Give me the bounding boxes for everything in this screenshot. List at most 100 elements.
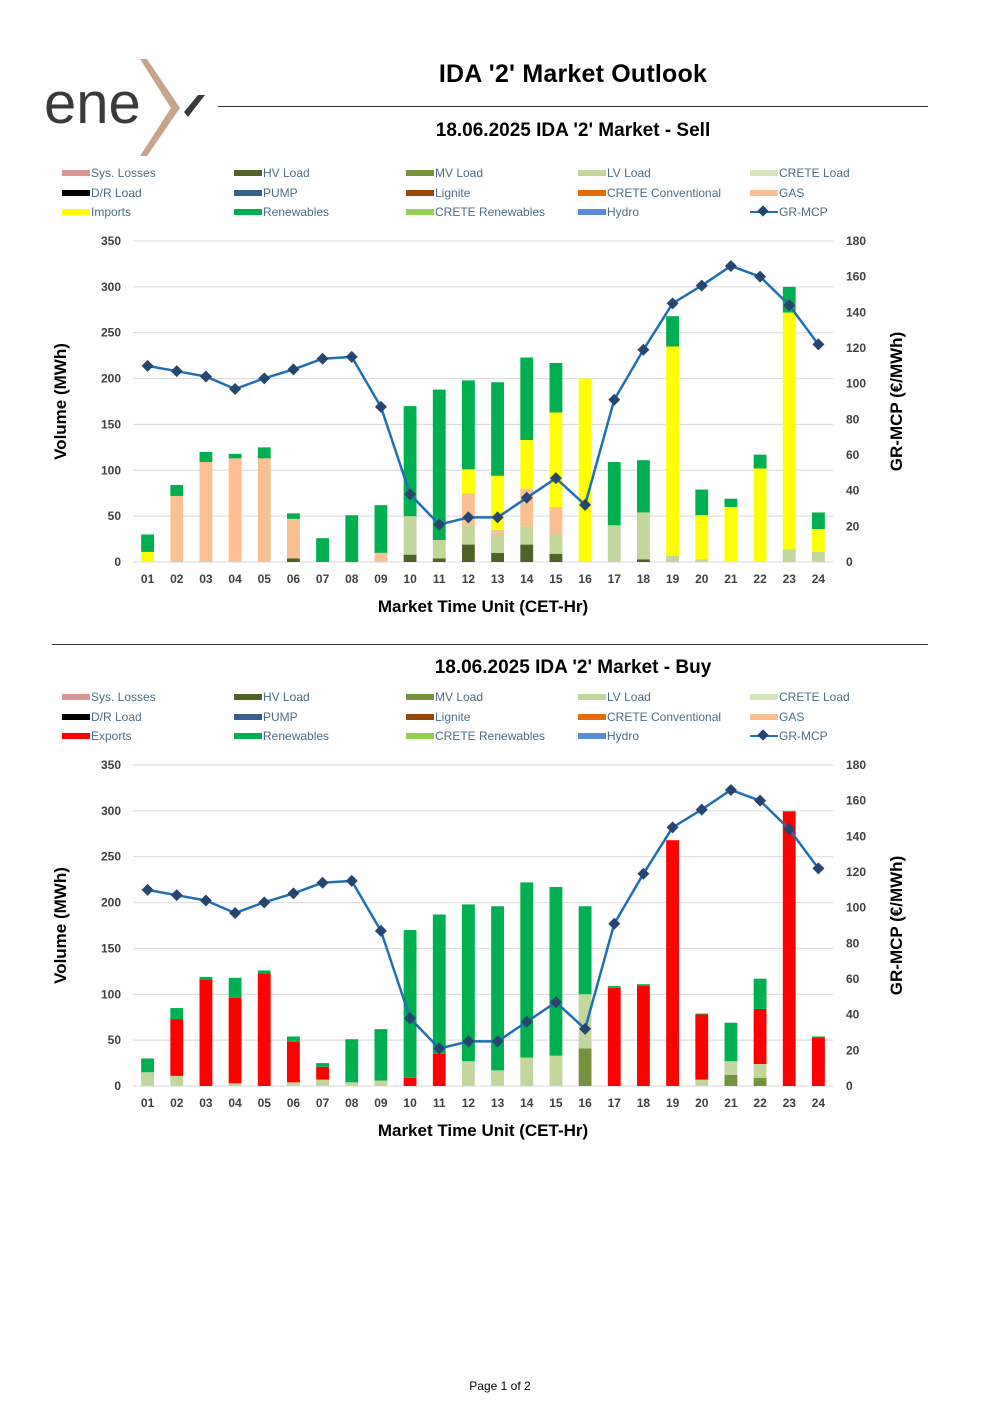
- y2-tick-label: 140: [846, 305, 866, 319]
- title-divider: [218, 106, 928, 107]
- y-tick-label: 250: [101, 850, 121, 864]
- y-tick-label: 50: [108, 1033, 122, 1047]
- bar-lv-load-15: [549, 1055, 563, 1086]
- gr-mcp-marker-24: [812, 338, 825, 351]
- legend-swatch: [62, 713, 90, 720]
- gr-mcp-marker-14: [520, 1015, 533, 1028]
- bar-renewables-15: [549, 362, 563, 413]
- bar-exports-05: [257, 973, 271, 1086]
- legend-label: GAS: [779, 185, 805, 200]
- page-number: Page 1 of 2: [469, 1379, 531, 1393]
- x-axis-title: Market Time Unit (CET-Hr): [378, 597, 588, 616]
- gr-mcp-marker-01: [141, 883, 154, 896]
- legend-item-sys-losses: Sys. Losses: [62, 688, 156, 706]
- bar-renewables-07: [316, 1063, 329, 1067]
- y2-tick-label: 0: [846, 1079, 853, 1093]
- section-divider: [52, 644, 928, 645]
- gr-mcp-marker-13: [491, 1035, 504, 1048]
- y-tick-label: 150: [101, 417, 121, 431]
- bar-lv-load-09: [374, 1080, 388, 1086]
- x-tick-label: 24: [812, 572, 826, 586]
- legend-line-marker-icon: [750, 731, 778, 741]
- y2-tick-label: 40: [846, 484, 860, 498]
- bar-renewables-17: [607, 462, 621, 526]
- gr-mcp-marker-20: [695, 803, 708, 816]
- legend-item-mv-load: MV Load: [406, 688, 483, 706]
- y-tick-label: 250: [101, 326, 121, 340]
- bar-renewables-18: [637, 984, 650, 987]
- bar-mv-load-21: [724, 1074, 738, 1086]
- gr-mcp-marker-11: [433, 518, 446, 531]
- bar-exports-23: [782, 811, 796, 1086]
- y2-tick-label: 120: [846, 865, 866, 879]
- x-tick-label: 23: [783, 1096, 797, 1110]
- legend-label: Renewables: [263, 729, 330, 743]
- bar-hv-load-15: [549, 553, 563, 562]
- bar-lv-load-02: [170, 1075, 184, 1086]
- gr-mcp-marker-18: [637, 867, 650, 880]
- gr-mcp-marker-24: [812, 862, 825, 875]
- y2-tick-label: 0: [846, 555, 853, 569]
- buy-chart-title: 18.06.2025 IDA '2' Market - Buy: [434, 657, 712, 678]
- x-tick-label: 11: [433, 572, 446, 586]
- legend-label: Renewables: [263, 205, 330, 219]
- bar-hv-load-10: [403, 554, 417, 562]
- gr-mcp-marker-07: [316, 876, 329, 889]
- bar-lv-load-20: [695, 559, 709, 562]
- y-axis-title: Volume (MWh): [51, 343, 70, 460]
- y2-tick-label: 160: [846, 794, 866, 808]
- gr-mcp-marker-18: [637, 343, 650, 356]
- bar-lv-load-04: [228, 1083, 242, 1086]
- legend-swatch: [578, 694, 606, 700]
- x-tick-label: 22: [753, 572, 767, 586]
- x-tick-label: 03: [199, 1096, 213, 1110]
- gr-mcp-marker-16: [579, 498, 592, 511]
- bar-renewables-24: [812, 512, 825, 529]
- logo-stroke: [184, 95, 205, 117]
- legend-item-renewables: Renewables: [234, 203, 329, 221]
- x-tick-label: 05: [258, 1096, 272, 1110]
- bar-lv-load-19: [666, 555, 679, 562]
- legend-swatch: [62, 733, 90, 739]
- x-tick-label: 17: [608, 1096, 622, 1110]
- bar-renewables-02: [170, 484, 184, 496]
- bar-renewables-14: [520, 882, 534, 1058]
- x-tick-label: 20: [695, 572, 709, 586]
- y-tick-label: 350: [101, 234, 121, 248]
- legend-swatch: [750, 170, 778, 176]
- legend-item-renewables: Renewables: [234, 727, 329, 745]
- bar-exports-22: [753, 1008, 767, 1064]
- gr-mcp-marker-12: [462, 1035, 475, 1048]
- bar-renewables-15: [549, 886, 563, 1056]
- bar-imports-23: [782, 312, 796, 550]
- gr-mcp-marker-02: [170, 365, 183, 378]
- bar-renewables-03: [199, 451, 213, 463]
- bar-exports-07: [316, 1066, 329, 1080]
- y-tick-label: 300: [101, 804, 121, 818]
- y-tick-label: 200: [101, 896, 121, 910]
- gr-mcp-line: [147, 264, 820, 526]
- bar-imports-16: [578, 378, 592, 562]
- x-tick-label: 07: [316, 572, 330, 586]
- legend-swatch: [578, 170, 606, 176]
- bar-lv-load-18: [637, 512, 650, 560]
- y2-tick-label: 160: [846, 270, 866, 284]
- legend-label: GR-MCP: [779, 729, 828, 743]
- legend-swatch: [406, 189, 434, 196]
- legend-label: D/R Load: [91, 185, 142, 200]
- legend-label: Lignite: [435, 185, 471, 200]
- legend-item-gr-mcp: GR-MCP: [750, 727, 828, 745]
- bar-gas-13: [491, 529, 504, 535]
- y-tick-label: 0: [114, 1079, 121, 1093]
- bar-renewables-10: [403, 930, 417, 1078]
- bar-renewables-21: [724, 1022, 738, 1062]
- bar-renewables-12: [462, 380, 475, 470]
- x-tick-label: 23: [783, 572, 797, 586]
- bar-exports-04: [228, 997, 242, 1084]
- legend-item-crete-load: CRETE Load: [750, 164, 850, 182]
- legend-swatch: [234, 713, 262, 720]
- legend-swatch: [62, 694, 90, 700]
- bar-renewables-18: [637, 460, 650, 513]
- logo-chevron-right: [140, 59, 180, 156]
- legend-item-pump: PUMP: [234, 184, 298, 202]
